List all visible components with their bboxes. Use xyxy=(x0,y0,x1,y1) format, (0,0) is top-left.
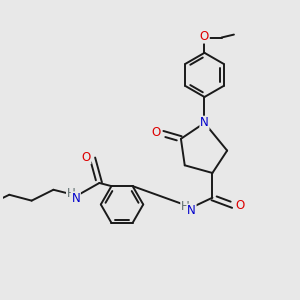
Text: H: H xyxy=(67,188,76,200)
Text: N: N xyxy=(187,205,196,218)
Text: N: N xyxy=(71,192,80,205)
Text: O: O xyxy=(200,30,209,43)
Text: O: O xyxy=(82,151,91,164)
Text: O: O xyxy=(152,126,161,139)
Text: N: N xyxy=(200,116,209,129)
Text: O: O xyxy=(235,199,244,212)
Text: H: H xyxy=(181,200,190,213)
